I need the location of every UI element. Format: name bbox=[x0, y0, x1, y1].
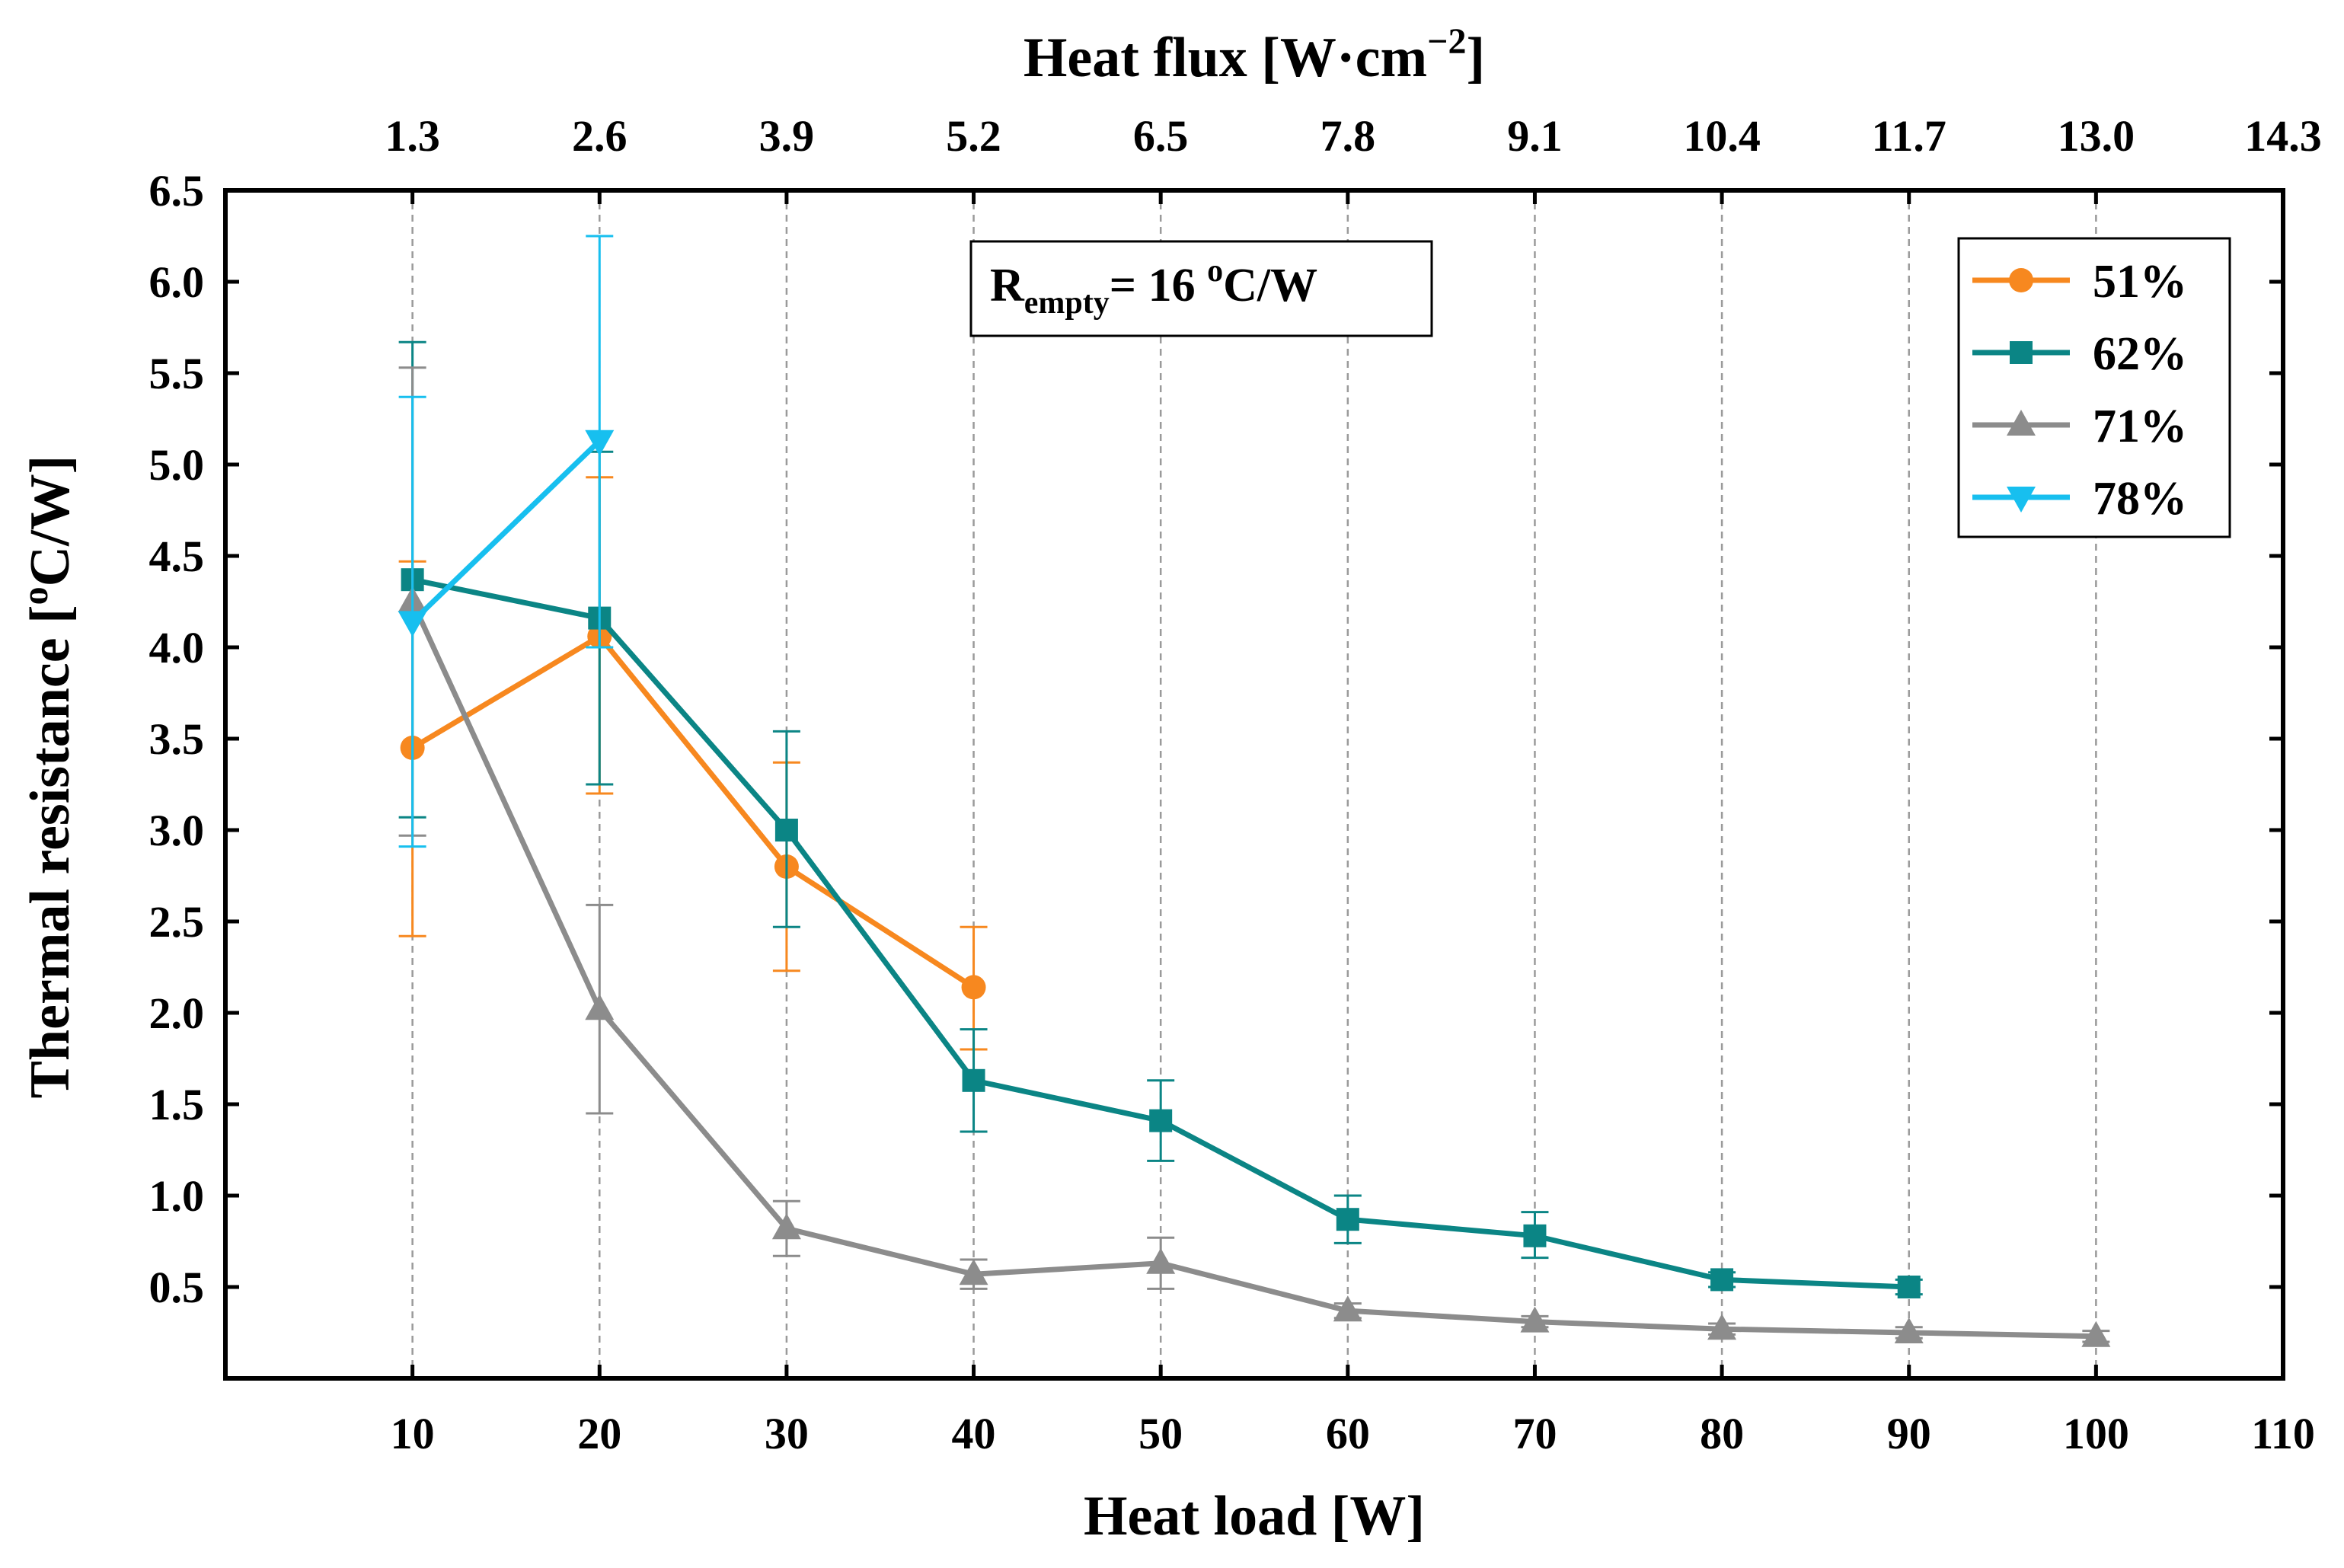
y-tick-label: 0.5 bbox=[149, 1263, 205, 1312]
x-axis-title: Heat load [W] bbox=[1084, 1485, 1425, 1547]
grid-lines bbox=[411, 190, 2097, 1378]
legend-label: 51% bbox=[2093, 256, 2187, 308]
x2-tick-label: 13.0 bbox=[2058, 111, 2135, 161]
y-tick-label: 1.0 bbox=[149, 1171, 205, 1221]
x2-tick-label: 10.4 bbox=[1683, 111, 1761, 161]
data-point bbox=[1897, 1276, 1921, 1298]
legend-frame bbox=[1957, 237, 2231, 538]
y-tick-label: 5.0 bbox=[149, 440, 205, 490]
x2-tick-label: 6.5 bbox=[1133, 111, 1189, 161]
x-tick-label: 110 bbox=[2251, 1409, 2315, 1458]
series-layer bbox=[398, 235, 2111, 1347]
data-point bbox=[1336, 1208, 1359, 1231]
y-tick-label: 5.5 bbox=[149, 349, 205, 398]
x2-tick-label: 14.3 bbox=[2244, 111, 2322, 161]
y-tick-label: 6.0 bbox=[149, 257, 205, 307]
y-tick-label: 4.0 bbox=[149, 623, 205, 672]
series-line bbox=[410, 634, 976, 990]
x-tick-label: 50 bbox=[1138, 1409, 1183, 1458]
data-point bbox=[585, 430, 615, 456]
data-point bbox=[774, 819, 798, 841]
y-tick-label: 6.5 bbox=[149, 166, 205, 216]
legend-label: 78% bbox=[2093, 473, 2187, 525]
y-axis-title-sup: o bbox=[15, 586, 56, 605]
annotation-box: Rempty= 16 oC/W bbox=[969, 240, 1433, 337]
x-tick-label: 20 bbox=[577, 1409, 621, 1458]
y-axis-title-end: C/W] bbox=[19, 455, 81, 587]
x-tick-label: 40 bbox=[952, 1409, 996, 1458]
y-tick-label: 3.5 bbox=[149, 714, 205, 764]
y-axis-ticks: 0.5 1.0 1.5 2.0 2.5 3.0 3.5 4.0 4.5 5.0 5.5 6.0 6.5 bbox=[149, 166, 2283, 1312]
data-point bbox=[959, 1259, 988, 1285]
x2-tick-label: 5.2 bbox=[946, 111, 1001, 161]
x2-tick-label: 9.1 bbox=[1507, 111, 1563, 161]
x-tick-label: 80 bbox=[1700, 1409, 1744, 1458]
legend-label: 71% bbox=[2093, 401, 2187, 452]
annotation-rest: = 16 bbox=[1110, 260, 1207, 311]
x2-axis-ticks: 1.3 2.6 3.9 5.2 6.5 7.8 9.1 10.4 11.7 13.0 14.3 bbox=[385, 111, 2322, 204]
legend-label: 62% bbox=[2093, 328, 2187, 380]
legend-item: 78% bbox=[1972, 473, 2187, 525]
legend-item: 62% bbox=[1972, 328, 2187, 380]
series-4 bbox=[398, 235, 615, 848]
y-tick-label: 2.0 bbox=[149, 988, 205, 1038]
data-point bbox=[2081, 1321, 2111, 1347]
x-tick-label: 10 bbox=[391, 1409, 435, 1458]
legend-marker bbox=[2010, 341, 2033, 364]
x2-tick-label: 11.7 bbox=[1872, 111, 1946, 161]
legend-marker bbox=[2007, 410, 2036, 436]
x-tick-label: 30 bbox=[765, 1409, 809, 1458]
x2-axis-title-sup: −2 bbox=[1427, 21, 1466, 62]
x2-tick-label: 1.3 bbox=[385, 111, 440, 161]
data-point bbox=[585, 994, 615, 1020]
y-tick-label: 2.5 bbox=[149, 897, 205, 947]
legend-items: 51% 62% 71% 78% bbox=[1972, 256, 2187, 525]
x2-axis-title: Heat flux [W·cm−2] bbox=[1024, 21, 1485, 89]
annotation-text: Rempty= 16 oC/W bbox=[990, 254, 1317, 321]
x-tick-label: 60 bbox=[1326, 1409, 1370, 1458]
data-point bbox=[1149, 1109, 1173, 1132]
series-3 bbox=[398, 366, 2111, 1347]
data-point bbox=[1707, 1314, 1737, 1340]
x2-tick-label: 2.6 bbox=[572, 111, 628, 161]
data-point bbox=[1523, 1224, 1547, 1247]
x-tick-label: 100 bbox=[2063, 1409, 2129, 1458]
data-point bbox=[1894, 1317, 1924, 1343]
y-axis-title: Thermal resistance [oC/W] bbox=[15, 455, 81, 1099]
series-2 bbox=[398, 340, 1923, 1298]
y-tick-label: 4.5 bbox=[149, 532, 205, 581]
y-tick-label: 3.0 bbox=[149, 806, 205, 855]
x-tick-label: 70 bbox=[1512, 1409, 1557, 1458]
annotation-sub: empty bbox=[1024, 286, 1110, 321]
annotation-main: R bbox=[990, 260, 1025, 311]
legend-item: 71% bbox=[1972, 401, 2187, 452]
annotation-end: C/W bbox=[1223, 260, 1317, 311]
y-axis-title-main: Thermal resistance [ bbox=[19, 605, 81, 1098]
data-point bbox=[1333, 1295, 1362, 1322]
series-line bbox=[410, 439, 602, 624]
annotation-frame bbox=[969, 240, 1433, 337]
y-tick-label: 1.5 bbox=[149, 1080, 205, 1129]
data-point bbox=[962, 1068, 985, 1092]
plot-frame bbox=[223, 188, 2285, 1381]
data-point bbox=[961, 975, 986, 1000]
x2-axis-title-main: Heat flux [W·cm bbox=[1024, 27, 1427, 89]
data-point bbox=[398, 611, 427, 637]
x2-tick-label: 7.8 bbox=[1320, 111, 1376, 161]
legend-item: 51% bbox=[1972, 256, 2187, 308]
legend-marker bbox=[2007, 487, 2036, 513]
data-point bbox=[1146, 1247, 1176, 1274]
data-point bbox=[1710, 1268, 1734, 1292]
data-point bbox=[1520, 1306, 1550, 1333]
data-point bbox=[771, 1213, 801, 1240]
x2-axis-title-end: ] bbox=[1466, 27, 1485, 89]
x-tick-label: 90 bbox=[1887, 1409, 1931, 1458]
annotation-sup: o bbox=[1207, 254, 1223, 289]
legend: 51% 62% 71% 78% bbox=[1957, 237, 2231, 538]
x2-tick-label: 3.9 bbox=[759, 111, 815, 161]
series-line bbox=[410, 600, 2097, 1340]
legend-marker bbox=[2009, 268, 2033, 292]
